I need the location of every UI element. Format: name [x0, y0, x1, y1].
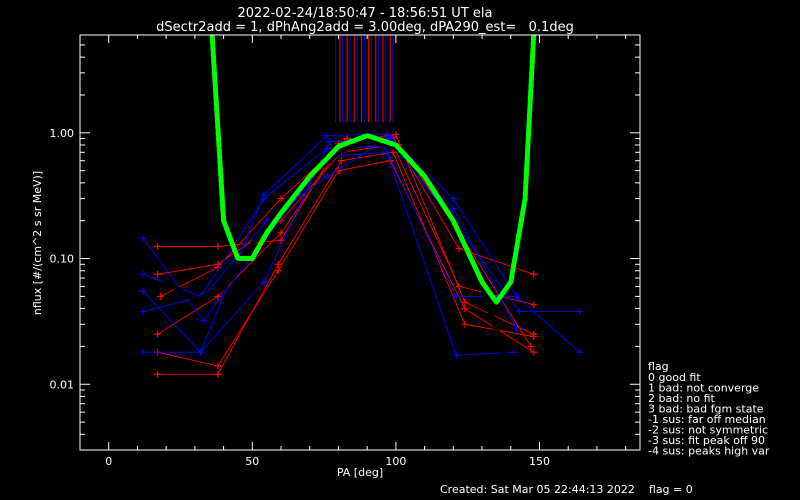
blue-data-point — [139, 348, 147, 356]
blue-data-point — [260, 278, 268, 286]
y-axis-label: nflux [#/(cm^2 s sr MeV)] — [31, 171, 44, 315]
blue-data-point — [386, 133, 394, 141]
chart-title: 2022-02-24/18:50:47 - 18:56:51 UT ela — [238, 6, 493, 21]
red-data-point — [214, 370, 222, 378]
blue-data-point — [452, 351, 460, 359]
legend-entry: 2 bad: no fit — [648, 392, 716, 405]
vertical-lines — [335, 35, 394, 122]
red-data-point — [214, 292, 222, 300]
x-axis-label: PA [deg] — [337, 466, 383, 479]
x-tick-label: 150 — [529, 455, 550, 468]
blue-data-point — [513, 324, 521, 332]
red-data-point — [530, 270, 538, 278]
blue-data-point — [576, 307, 584, 315]
blue-data-point — [513, 292, 521, 300]
blue-data-point — [326, 138, 334, 146]
red-data-point — [154, 242, 162, 250]
chart-subtitle: dSectr2add = 1, dPhAng2add = 3.00deg, dP… — [156, 20, 574, 35]
blue-data-point — [452, 292, 460, 300]
blue-data-point — [139, 307, 147, 315]
legend-entry: -3 sus: fit peak off 90 — [648, 434, 765, 447]
y-tick-label: 1.00 — [50, 127, 75, 140]
red-data-point — [154, 370, 162, 378]
legend-entry: 1 bad: not converge — [648, 382, 759, 395]
series-group — [139, 35, 584, 445]
x-tick-label: 100 — [385, 455, 406, 468]
legend-entry: 3 bad: bad fgm state — [648, 403, 764, 416]
blue-data-point — [260, 195, 268, 203]
blue-data-point — [449, 195, 457, 203]
legend-entry: -4 sus: peaks high var — [648, 445, 770, 458]
red-data-point — [530, 348, 538, 356]
red-data-point — [392, 130, 400, 138]
green-fit-curve — [209, 35, 537, 305]
blue-data-point — [323, 145, 331, 153]
blue-data-point — [383, 148, 391, 156]
red-data-point — [154, 270, 162, 278]
legend-entry: 0 good fit — [648, 371, 701, 384]
blue-data-point — [323, 172, 331, 180]
footer-created: Created: Sat Mar 05 22:44:13 2022 flag =… — [440, 483, 693, 496]
red-data-point — [530, 301, 538, 309]
blue-data-point — [139, 270, 147, 278]
red-data-point — [156, 292, 164, 300]
blue-spectrum-line — [143, 133, 580, 353]
red-data-point — [461, 320, 469, 328]
red-data-point — [461, 305, 469, 313]
red-data-point — [274, 267, 282, 275]
blue-data-point — [510, 348, 518, 356]
blue-data-point — [323, 132, 331, 140]
legend-title: flag — [648, 360, 669, 373]
legend-entry: -2 sus: not symmetric — [648, 424, 768, 437]
red-data-point — [214, 362, 222, 370]
blue-data-point — [197, 348, 205, 356]
red-data-point — [530, 332, 538, 340]
red-data-point — [214, 242, 222, 250]
blue-data-point — [139, 234, 147, 242]
red-data-point — [527, 342, 535, 350]
blue-data-point — [139, 287, 147, 295]
red-data-point — [461, 298, 469, 306]
red-data-point — [337, 157, 345, 165]
plot-frame — [79, 34, 641, 451]
red-data-point — [277, 229, 285, 237]
x-tick-label: 50 — [245, 455, 259, 468]
y-tick-label: 0.10 — [50, 253, 75, 266]
legend-entry: -1 sus: far off median — [648, 413, 766, 426]
red-data-point — [274, 260, 282, 268]
blue-data-point — [576, 348, 584, 356]
blue-data-point — [449, 205, 457, 213]
blue-data-point — [199, 317, 207, 325]
y-tick-label: 0.01 — [50, 378, 75, 391]
red-data-point — [277, 195, 285, 203]
blue-data-point — [515, 307, 523, 315]
axes: 0 50 100 150 0.01 0.10 1.00 — [50, 34, 640, 468]
x-tick-label: 0 — [105, 455, 112, 468]
red-data-point — [154, 330, 162, 338]
flag-legend: flag 0 good fit 1 bad: not converge 2 ba… — [648, 360, 770, 458]
red-data-point — [455, 245, 463, 253]
